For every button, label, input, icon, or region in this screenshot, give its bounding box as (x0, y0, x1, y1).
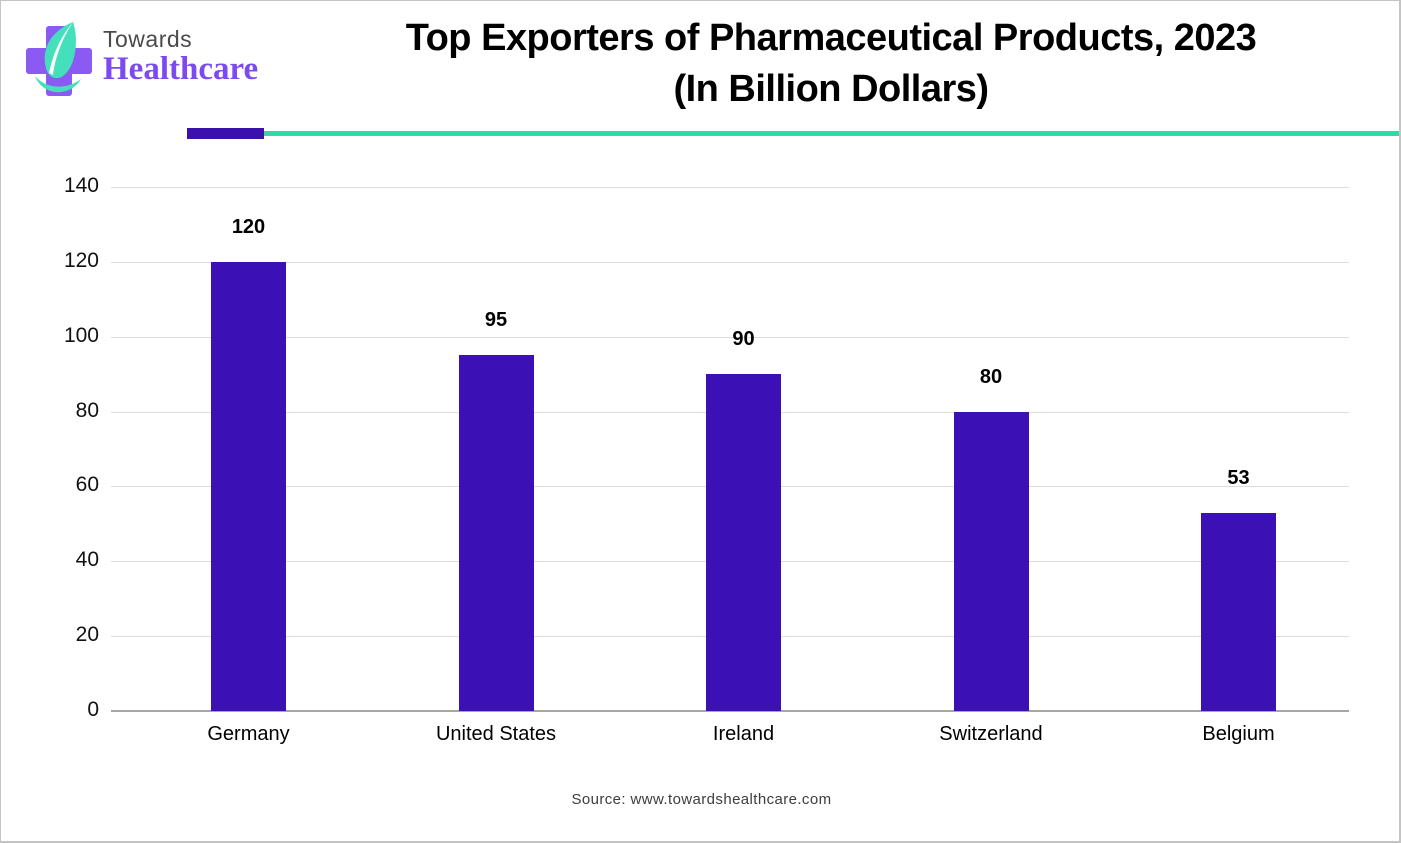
value-label-belgium: 53 (1227, 466, 1250, 489)
y-tick-label-120: 120 (63, 248, 99, 272)
value-label-germany: 120 (231, 215, 266, 238)
x-axis-label-ireland: Ireland (712, 723, 775, 745)
towards-healthcare-logo: Towards Healthcare (23, 19, 258, 103)
divider-teal-line (264, 131, 1399, 136)
logo-text-towards: Towards (103, 26, 193, 52)
x-axis-line (111, 710, 1349, 712)
divider-purple-segment (187, 128, 264, 139)
value-label-united-states: 95 (484, 309, 508, 332)
bar-ireland (706, 374, 781, 711)
x-axis-label-germany: Germany (207, 723, 290, 745)
y-tick-label-140: 140 (63, 174, 99, 197)
value-label-ireland: 90 (732, 328, 755, 351)
x-axis-label-switzerland: Switzerland (939, 723, 1043, 745)
bar-belgium (1201, 512, 1276, 711)
y-tick-label-100: 100 (63, 323, 99, 347)
chart-title-line1: Top Exporters of Pharmaceutical Products… (405, 17, 1257, 59)
y-tick-label-80: 80 (75, 398, 99, 422)
y-tick-label-40: 40 (75, 548, 99, 572)
y-tick-label-20: 20 (75, 623, 99, 647)
logo-wordmark: Towards Healthcare (103, 27, 258, 87)
gridline-100 (111, 336, 1349, 338)
logo-text-healthcare: Healthcare (103, 51, 259, 88)
y-tick-label-0: 0 (87, 698, 99, 721)
chart-title-line2: (In Billion Dollars) (673, 68, 989, 110)
x-axis-label-belgium: Belgium (1202, 723, 1275, 745)
bar-united-states (458, 355, 534, 711)
value-label-switzerland: 80 (979, 365, 1003, 388)
y-tick-label-60: 60 (75, 473, 99, 497)
x-axis-label-united-states: United States (435, 723, 557, 745)
bar-switzerland (953, 411, 1029, 711)
gridline-140 (111, 187, 1349, 188)
bar-germany (211, 261, 286, 711)
gridline-120 (111, 261, 1349, 263)
cross-leaf-logo-icon (23, 19, 95, 103)
source-text: Source: www.towardshealthcare.com (571, 791, 832, 808)
chart-title: Top Exporters of Pharmaceutical Products… (301, 13, 1361, 115)
